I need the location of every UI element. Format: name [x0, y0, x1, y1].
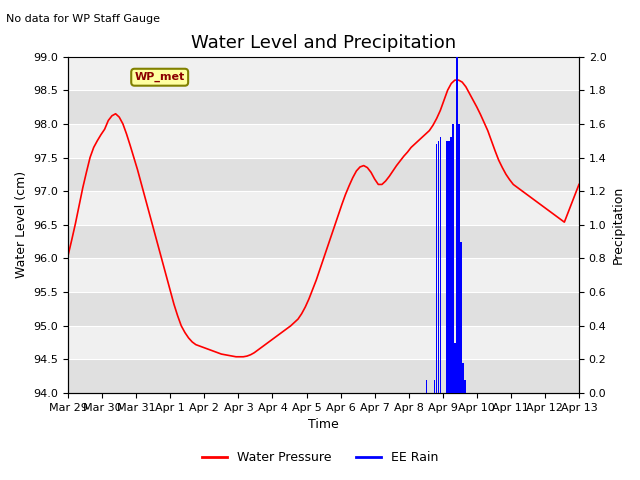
Bar — [68, 360, 579, 393]
Bar — [438, 141, 440, 393]
Bar — [68, 90, 579, 124]
Legend: Water Pressure, EE Rain: Water Pressure, EE Rain — [196, 446, 444, 469]
Bar — [68, 326, 579, 360]
Bar — [452, 124, 454, 393]
Y-axis label: Water Level (cm): Water Level (cm) — [15, 171, 28, 278]
Bar — [450, 137, 452, 393]
Bar — [68, 259, 579, 292]
Bar — [465, 380, 466, 393]
Bar — [436, 144, 437, 393]
Bar — [454, 343, 456, 393]
Bar — [448, 141, 450, 393]
X-axis label: Time: Time — [308, 419, 339, 432]
Bar — [458, 124, 460, 393]
Bar — [426, 380, 427, 393]
Text: WP_met: WP_met — [134, 72, 185, 83]
Bar — [68, 292, 579, 326]
Bar — [68, 225, 579, 259]
Bar — [456, 57, 458, 393]
Bar — [68, 57, 579, 90]
Bar — [68, 191, 579, 225]
Title: Water Level and Precipitation: Water Level and Precipitation — [191, 34, 456, 52]
Bar — [463, 363, 464, 393]
Text: No data for WP Staff Gauge: No data for WP Staff Gauge — [6, 14, 161, 24]
Bar — [460, 241, 462, 393]
Y-axis label: Precipitation: Precipitation — [612, 186, 625, 264]
Bar — [434, 380, 435, 393]
Bar — [440, 137, 442, 393]
Bar — [68, 124, 579, 157]
Bar — [446, 141, 447, 393]
Bar — [68, 157, 579, 191]
